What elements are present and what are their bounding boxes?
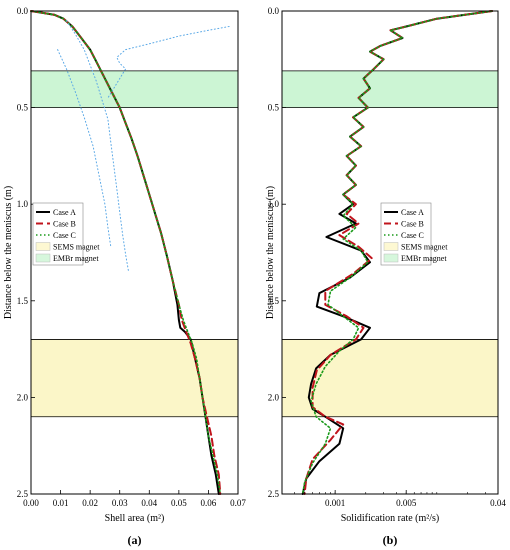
chart-a-x-ticks: 0.00 0.01 0.02 0.03 0.04 0.05 0.06 0.07 [23, 490, 246, 508]
chart-a-x-tick-label: 0.06 [201, 498, 217, 508]
chart-b-legend-label: Case B [401, 220, 424, 229]
chart-b-legend-label: EMBr magnet [401, 254, 447, 263]
chart-a-y-tick-label: 2.5 [17, 489, 29, 499]
chart-a-y-axis-label: Distance below the meniscus (m) [3, 186, 14, 319]
chart-b-y-tick-label: 0.5 [268, 103, 280, 113]
chart-b-y-tick-label: 2.0 [268, 392, 280, 402]
chart-a-x-tick-label: 0.03 [112, 498, 128, 508]
chart-a-x-tick-label: 0.05 [171, 498, 187, 508]
chart-a-band-sems [31, 339, 238, 417]
chart-b-band-sems [282, 339, 498, 417]
chart-a-y-tick-label: 1.5 [17, 296, 29, 306]
chart-a-series-case-c [30, 10, 222, 495]
chart-b-panel-label: (b) [383, 533, 398, 547]
chart-b-x-tick-label: 0.005 [396, 498, 417, 508]
chart-a-legend-label: EMBr magnet [53, 254, 99, 263]
chart-a-series [30, 10, 230, 495]
chart-b-legend: Case A Case B Case C SEMS magnet EMBr magnet [380, 202, 448, 266]
chart-b-series-case-b [303, 10, 494, 495]
chart-b-plot-frame [281, 10, 499, 495]
chart-a-x-tick-label: 0.07 [230, 498, 246, 508]
chart-b-y-ticks: 0.0 0.5 1.0 1.5 2.0 2.5 [268, 6, 286, 499]
chart-a-panel-label: (a) [128, 533, 142, 547]
chart-b-x-tick-label: 0.001 [325, 498, 345, 508]
chart-a-legend-label: SEMS magnet [53, 243, 100, 252]
chart-b-legend-label: Case C [401, 231, 424, 240]
chart-b-y-tick-label: 1.0 [268, 199, 280, 209]
chart-a-y-ticks: 0.0 0.5 1.0 1.5 2.0 2.5 [17, 6, 35, 499]
chart-b-y-tick-label: 2.5 [268, 489, 280, 499]
chart-a-legend-label: Case A [53, 208, 76, 217]
chart-b: 0.001 0.005 0.04 0.0 0.5 1.0 1.5 2.0 2.5 Solidi… [265, 6, 506, 547]
chart-a-y-tick-label: 2.0 [17, 392, 29, 402]
chart-a-band-embr [31, 70, 238, 108]
chart-a-plot-frame [30, 10, 239, 495]
chart-a-x-axis-label: Shell area (m²) [105, 513, 165, 524]
chart-b-bands [282, 70, 498, 418]
chart-a-x-tick-label: 0.02 [82, 498, 98, 508]
chart-b-y-tick-label: 1.5 [268, 296, 280, 306]
chart-a-y-tick-label: 0.5 [17, 103, 29, 113]
chart-a-x-tick-label: 0.00 [23, 498, 39, 508]
chart-a-y-tick-label: 1.0 [17, 199, 29, 209]
chart-a-series-background-3 [107, 26, 230, 99]
chart-b-x-tick-label: 0.04 [490, 498, 506, 508]
chart-b-series [301, 10, 494, 495]
chart-b-y-axis-label: Distance below the meniscus (m) [265, 186, 276, 319]
chart-b-legend-swatch [383, 253, 399, 263]
chart-a-x-tick-label: 0.01 [53, 498, 69, 508]
chart-a-y-tick-label: 0.0 [17, 6, 29, 16]
chart-a-legend-swatch [35, 253, 51, 263]
chart-a-legend-label: Case B [53, 220, 76, 229]
chart-a-legend-label: Case C [53, 231, 76, 240]
chart-b-y-tick-label: 0.0 [268, 6, 280, 16]
chart-b-legend-label: SEMS magnet [401, 243, 448, 252]
chart-b-x-ticks: 0.001 0.005 0.04 [281, 490, 506, 508]
chart-a-legend: Case A Case B Case C SEMS magnet EMBr magnet [32, 202, 100, 266]
chart-a-x-tick-label: 0.04 [141, 498, 157, 508]
chart-a-legend-swatch [35, 242, 51, 251]
chart-b-x-axis-label: Solidification rate (m²/s) [341, 513, 440, 524]
chart-b-legend-label: Case A [401, 208, 424, 217]
chart-a: 0.00 0.01 0.02 0.03 0.04 0.05 0.06 0.07 0.0 0.5 1… [3, 6, 246, 547]
chart-a-series-background-4 [66, 20, 130, 273]
chart-b-series-case-c [301, 10, 493, 495]
chart-b-legend-swatch [383, 242, 399, 251]
chart-b-band-embr [282, 70, 498, 108]
